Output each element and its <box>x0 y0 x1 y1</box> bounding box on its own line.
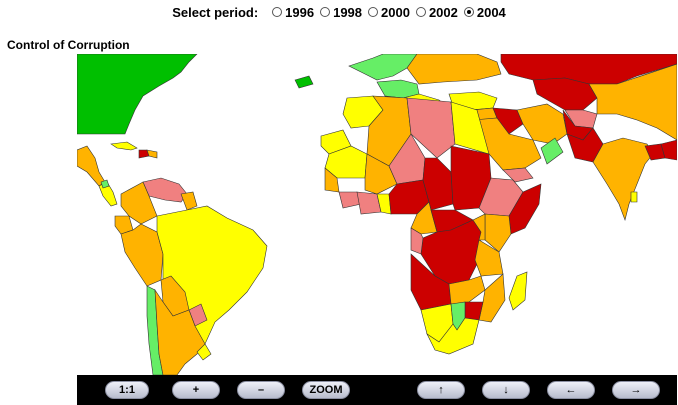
period-option-label: 2002 <box>428 4 458 20</box>
region-south-africa[interactable] <box>426 317 480 355</box>
map-title: Control of Corruption <box>7 38 130 52</box>
region-dominican-republic[interactable] <box>146 149 158 159</box>
region-oman[interactable] <box>540 137 564 165</box>
region-uruguay[interactable] <box>196 343 212 361</box>
period-option-label: 1998 <box>333 4 363 20</box>
region-colombia[interactable] <box>120 181 158 225</box>
region-tanzania[interactable] <box>474 239 504 277</box>
region-china[interactable] <box>588 63 677 141</box>
region-iceland[interactable] <box>294 75 314 89</box>
period-option-2002[interactable]: 2002 <box>415 4 458 20</box>
period-option-label: 2004 <box>476 4 506 20</box>
region-chad[interactable] <box>422 157 454 211</box>
pan-up-button[interactable]: ↑ <box>417 381 465 399</box>
region-iran[interactable] <box>516 103 568 145</box>
zoom-button[interactable]: ZOOM <box>302 381 350 399</box>
region-india[interactable] <box>592 137 654 222</box>
region-gabon-congo[interactable] <box>410 227 424 255</box>
region-united-states[interactable] <box>77 54 198 135</box>
world-map[interactable] <box>77 54 677 375</box>
region-yemen[interactable] <box>502 167 534 183</box>
region-mozambique[interactable] <box>478 273 506 323</box>
region-uganda-rwanda[interactable] <box>472 213 486 241</box>
radio-button-selected[interactable] <box>463 7 474 17</box>
region-costa-rica[interactable] <box>100 179 110 189</box>
region-myanmar[interactable] <box>660 139 677 161</box>
map-toolbar: 1:1 + – ZOOM ↑ ↓ ← → <box>77 375 677 405</box>
radio-button[interactable] <box>415 7 426 17</box>
period-option-2004[interactable]: 2004 <box>463 4 506 20</box>
region-sri-lanka[interactable] <box>630 191 638 203</box>
region-guyana[interactable] <box>180 191 198 211</box>
pan-right-button[interactable]: → <box>612 381 660 399</box>
region-madagascar[interactable] <box>508 271 528 311</box>
zoom-in-button[interactable]: + <box>172 381 220 399</box>
region-cuba[interactable] <box>110 141 138 151</box>
region-libya[interactable] <box>406 97 456 159</box>
radio-button[interactable] <box>368 7 379 17</box>
reset-zoom-button[interactable]: 1:1 <box>105 381 149 399</box>
period-option-2000[interactable]: 2000 <box>368 5 410 20</box>
pan-left-button[interactable]: ← <box>547 381 595 399</box>
region-sudan[interactable] <box>450 145 492 211</box>
radio-button[interactable] <box>320 7 331 17</box>
region-eastern-europe[interactable] <box>406 54 502 85</box>
region-scandinavia[interactable] <box>348 54 418 81</box>
zoom-out-button[interactable]: – <box>237 381 285 399</box>
period-selector: Select period: 1996 1998 2000 2002 2004 <box>0 2 678 22</box>
radio-button[interactable] <box>272 7 283 17</box>
period-option-1996[interactable]: 1996 <box>272 5 314 20</box>
region-argentina[interactable] <box>154 288 206 375</box>
period-option-1998[interactable]: 1998 <box>320 5 362 20</box>
region-peru[interactable] <box>120 223 164 287</box>
period-option-label: 1996 <box>285 4 315 20</box>
map-svg <box>77 54 677 375</box>
period-option-label: 2000 <box>381 4 410 20</box>
period-label: Select period: <box>172 4 259 20</box>
region-mexico[interactable] <box>77 145 106 187</box>
pan-down-button[interactable]: ↓ <box>482 381 530 399</box>
